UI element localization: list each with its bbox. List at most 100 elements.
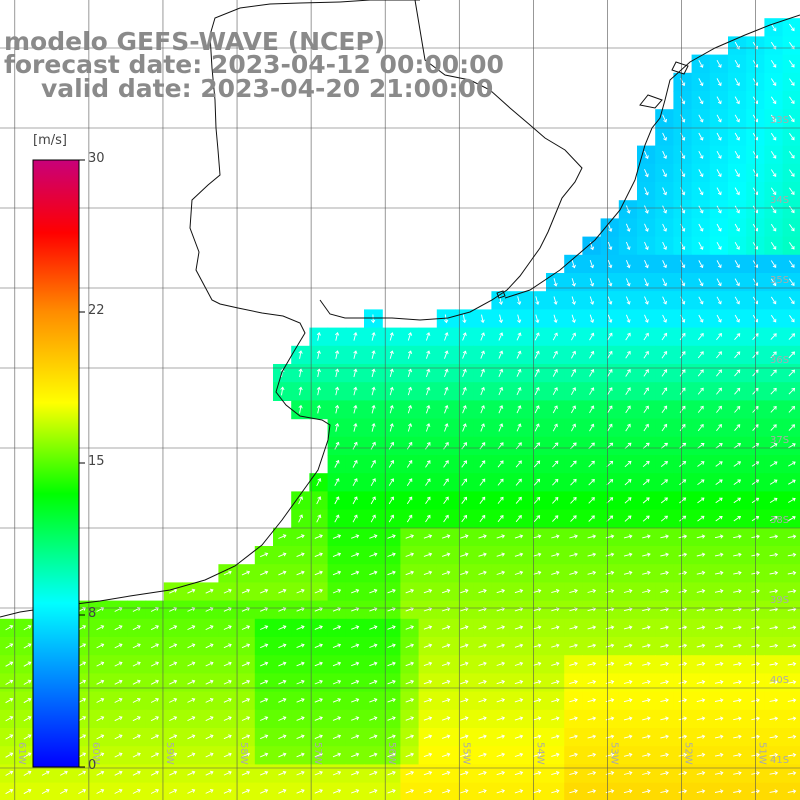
arrow-icon — [387, 789, 396, 794]
arrow-icon — [660, 461, 668, 467]
arrow-icon — [569, 770, 578, 776]
arrow-icon — [625, 260, 631, 269]
arrow-icon — [316, 332, 321, 341]
arrow-icon — [660, 515, 668, 522]
longitude-label: 58W — [238, 742, 249, 765]
arrow-icon — [514, 661, 524, 666]
arrow-icon — [696, 643, 706, 648]
arrow-icon — [369, 661, 378, 667]
arrow-icon — [662, 187, 668, 196]
arrow-icon — [187, 625, 196, 631]
arrow-icon — [314, 570, 323, 576]
arrow-icon — [733, 698, 742, 703]
arrow-icon — [623, 752, 633, 757]
arrow-icon — [425, 478, 431, 486]
arrow-icon — [532, 679, 542, 685]
arrow-icon — [716, 424, 722, 432]
arrow-icon — [441, 570, 451, 576]
arrow-icon — [169, 679, 178, 685]
arrow-icon — [332, 752, 342, 758]
colorbar-tick-30: 30 — [88, 151, 105, 166]
arrow-icon — [642, 770, 651, 776]
arrow-icon — [787, 625, 797, 630]
arrow-icon — [716, 114, 722, 123]
wind-speed-cell — [782, 72, 800, 92]
arrow-icon — [769, 515, 778, 522]
arrow-icon — [679, 442, 687, 449]
arrow-icon — [389, 423, 394, 432]
arrow-icon — [552, 478, 559, 486]
arrow-icon — [441, 789, 451, 794]
arrow-icon — [514, 752, 524, 757]
arrow-icon — [733, 497, 742, 504]
wind-speed-cell — [782, 127, 800, 147]
arrow-icon — [443, 478, 449, 486]
arrow-icon — [405, 770, 415, 776]
arrow-icon — [132, 625, 141, 631]
arrow-icon — [298, 386, 303, 396]
arrow-icon — [644, 314, 649, 323]
arrow-icon — [132, 661, 141, 667]
arrow-icon — [78, 661, 87, 667]
arrow-icon — [642, 570, 651, 575]
arrow-icon — [516, 350, 522, 359]
arrow-icon — [316, 478, 322, 487]
arrow-icon — [205, 588, 214, 594]
arrow-icon — [551, 552, 560, 557]
longitude-label: 54W — [534, 742, 545, 765]
arrow-icon — [587, 698, 597, 703]
wind-speed-cell — [782, 200, 800, 219]
longitude-label: 61W — [16, 742, 27, 765]
arrow-icon — [298, 404, 303, 414]
arrow-icon — [607, 350, 613, 359]
arrow-icon — [789, 114, 795, 123]
arrow-icon — [587, 679, 597, 685]
arrow-icon — [770, 114, 777, 123]
arrow-icon — [644, 150, 649, 160]
arrow-icon — [769, 479, 778, 485]
arrow-icon — [223, 716, 232, 721]
arrow-icon — [769, 552, 779, 557]
arrow-icon — [461, 460, 467, 468]
arrow-icon — [769, 625, 779, 630]
arrow-icon — [624, 497, 632, 504]
arrow-icon — [278, 552, 287, 558]
arrow-icon — [770, 78, 777, 86]
arrow-icon — [643, 350, 649, 359]
latitude-label: 34S — [770, 195, 789, 206]
arrow-icon — [569, 625, 578, 630]
arrow-icon — [661, 387, 668, 395]
arrow-icon — [241, 643, 251, 649]
arrow-icon — [625, 387, 631, 395]
arrow-icon — [770, 205, 777, 214]
arrow-icon — [351, 625, 360, 630]
arrow-icon — [588, 478, 595, 486]
arrow-icon — [733, 625, 742, 630]
arrow-icon — [260, 752, 269, 758]
arrow-icon — [625, 223, 631, 232]
arrow-icon — [552, 350, 558, 359]
arrow-icon — [314, 789, 323, 794]
arrow-icon — [405, 752, 415, 758]
arrow-icon — [532, 643, 542, 648]
arrow-icon — [623, 770, 633, 776]
arrow-icon — [734, 405, 741, 413]
arrow-icon — [571, 278, 576, 287]
arrow-icon — [425, 368, 431, 378]
arrow-icon — [679, 351, 686, 359]
arrow-icon — [187, 661, 196, 667]
arrow-icon — [497, 515, 504, 523]
arrow-icon — [223, 625, 232, 630]
arrow-icon — [515, 514, 522, 523]
arrow-icon — [607, 332, 613, 341]
arrow-icon — [551, 716, 560, 721]
arrow-icon — [623, 698, 633, 703]
arrow-icon — [605, 716, 615, 721]
arrow-icon — [607, 387, 613, 395]
arrow-icon — [734, 424, 741, 431]
arrow-icon — [716, 260, 722, 269]
arrow-icon — [679, 461, 687, 467]
arrow-icon — [589, 423, 595, 432]
arrow-icon — [496, 534, 506, 539]
